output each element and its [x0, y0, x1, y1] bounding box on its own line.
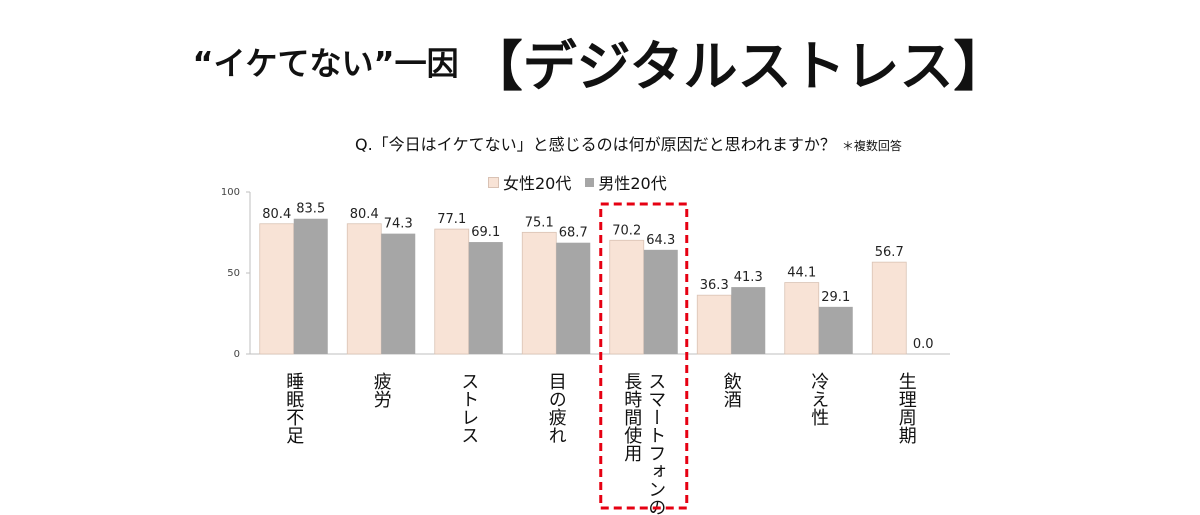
y-tick-label: 0: [234, 349, 240, 360]
bar: [259, 223, 295, 355]
data-label: 70.2: [612, 223, 641, 238]
category-label: 生理周期: [896, 372, 917, 444]
bar: [871, 261, 907, 355]
category-label: ストレス: [458, 372, 479, 444]
title-prefix: “イケてない”一因: [192, 44, 459, 83]
category-label: 飲酒: [721, 372, 742, 408]
title-main: 【デジタルストレス】: [468, 35, 1008, 98]
question-label: Q.「今日はイケてない」と感じるのは何が原因だと思われますか？: [355, 135, 836, 154]
bar: [521, 231, 557, 355]
y-tick-label: 100: [221, 187, 240, 198]
question-text: Q.「今日はイケてない」と感じるのは何が原因だと思われますか？ ＊複数回答: [355, 131, 902, 155]
bar: [434, 228, 470, 355]
bar: [731, 287, 766, 354]
category-label: 疲労: [371, 372, 392, 409]
data-label: 36.3: [700, 278, 729, 293]
data-label: 80.4: [262, 207, 291, 222]
data-label: 29.1: [821, 290, 850, 305]
bar: [346, 223, 382, 355]
category-label: 長時間使用: [621, 372, 642, 462]
bar: [381, 233, 416, 354]
legend-swatch-female: [488, 176, 499, 188]
y-tick-label: 50: [227, 268, 240, 279]
bar: [784, 282, 820, 355]
category-label: 睡眠不足: [283, 372, 304, 444]
bar: [818, 306, 853, 354]
legend-item-female: 女性20代: [488, 170, 571, 194]
legend-label-male: 男性20代: [598, 174, 667, 193]
category-label: スマートフォンの: [645, 372, 666, 515]
data-label: 77.1: [437, 212, 466, 227]
data-label: 69.1: [471, 225, 500, 240]
data-label: 64.3: [646, 233, 675, 248]
bar: [609, 239, 645, 355]
category-label: 目の疲れ: [546, 372, 567, 444]
bar: [468, 242, 503, 354]
bar: [643, 249, 678, 354]
data-label: 83.5: [296, 202, 325, 217]
legend-item-male: 男性20代: [585, 170, 667, 194]
data-label: 44.1: [787, 266, 816, 281]
category-label: 冷え性: [808, 372, 829, 426]
data-label: 41.3: [734, 270, 763, 285]
bar: [556, 242, 591, 354]
legend-label-female: 女性20代: [503, 174, 572, 193]
legend-swatch-male: [585, 177, 595, 187]
bar: [293, 218, 328, 354]
data-label: 56.7: [875, 245, 904, 260]
bar: [696, 294, 732, 355]
highlight-box: [599, 202, 689, 510]
data-label: 68.7: [559, 226, 588, 241]
question-note: ＊複数回答: [841, 139, 902, 153]
data-label: 75.1: [525, 215, 554, 230]
data-label: 74.3: [384, 217, 413, 232]
legend: 女性20代 男性20代: [488, 170, 681, 194]
data-label: 0.0: [913, 337, 934, 352]
data-label: 80.4: [350, 207, 379, 222]
chart-title: “イケてない”一因 【デジタルストレス】: [0, 22, 1200, 101]
